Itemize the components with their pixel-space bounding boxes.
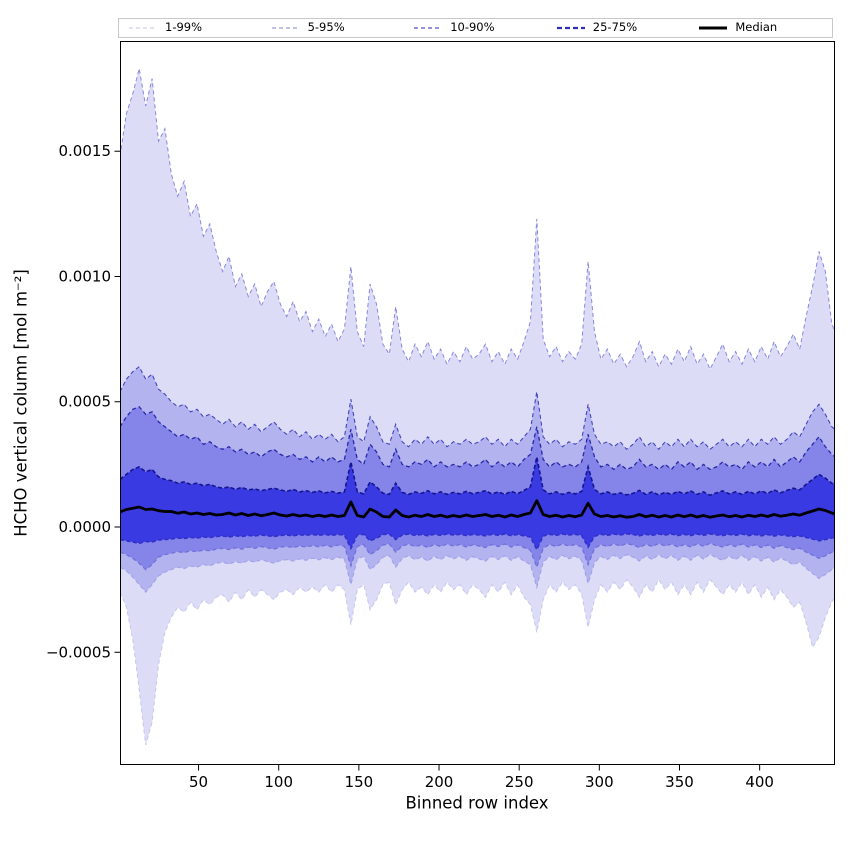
percentile-line-upper-25-75 bbox=[120, 456, 835, 497]
x-tick-label: 200 bbox=[425, 773, 454, 791]
x-axis-label: Binned row index bbox=[405, 793, 549, 813]
legend-item-10-90-: 10-90% bbox=[404, 22, 547, 34]
legend-item-25-75-: 25-75% bbox=[547, 22, 690, 34]
y-tick-label: 0.0005 bbox=[59, 393, 112, 411]
legend-line-sample bbox=[699, 26, 728, 30]
legend-label: 25-75% bbox=[592, 20, 638, 35]
percentile-line-upper-10-90 bbox=[120, 406, 835, 471]
x-axis-ticks: 50 100 150 200 250 300 350 400 bbox=[189, 765, 774, 791]
legend-item-1-99-: 1-99% bbox=[119, 22, 262, 34]
legend-line-sample bbox=[414, 27, 443, 29]
percentile-band-1-99 bbox=[120, 68, 835, 746]
x-tick-label: 250 bbox=[505, 773, 534, 791]
axes-frame bbox=[120, 41, 835, 765]
y-axis-ticks: 0.0015 0.0010 0.0005 0.0000 −0.0005 bbox=[46, 142, 120, 661]
plot-area bbox=[120, 68, 835, 746]
x-tick-label: 400 bbox=[745, 773, 774, 791]
percentile-line-lower-1-99 bbox=[120, 578, 835, 746]
percentile-line-lower-25-75 bbox=[120, 532, 835, 552]
y-tick-label: −0.0005 bbox=[46, 643, 111, 661]
x-tick-label: 150 bbox=[345, 773, 374, 791]
percentile-line-upper-1-99 bbox=[120, 68, 835, 371]
y-tick-label: 0.0000 bbox=[59, 518, 112, 536]
x-tick-label: 350 bbox=[665, 773, 694, 791]
x-tick-label: 300 bbox=[585, 773, 614, 791]
y-axis-label: HCHO vertical column [mol m⁻²] bbox=[11, 269, 31, 537]
legend-label: 1-99% bbox=[165, 20, 203, 35]
percentile-band-25-75 bbox=[120, 456, 835, 550]
x-tick-label: 50 bbox=[189, 773, 208, 791]
legend-item-5-95-: 5-95% bbox=[262, 22, 405, 34]
y-tick-label: 0.0015 bbox=[59, 142, 112, 160]
x-tick-label: 100 bbox=[264, 773, 293, 791]
median-line bbox=[120, 499, 835, 519]
y-tick-label: 0.0010 bbox=[59, 267, 112, 285]
percentile-line-lower-10-90 bbox=[120, 542, 835, 571]
legend-item-median: Median bbox=[689, 22, 832, 34]
legend-label: Median bbox=[735, 20, 778, 35]
legend-line-sample bbox=[556, 26, 585, 30]
legend-label: 5-95% bbox=[307, 20, 345, 35]
legend-label: 10-90% bbox=[450, 20, 495, 35]
legend-line-sample bbox=[271, 27, 300, 29]
legend-line-sample bbox=[129, 27, 157, 29]
percentile-line-upper-5-95 bbox=[120, 365, 835, 451]
legend-box: 1-99% 5-95% 10-90% 25-75% Median bbox=[118, 18, 833, 38]
percentile-line-lower-5-95 bbox=[120, 553, 835, 593]
